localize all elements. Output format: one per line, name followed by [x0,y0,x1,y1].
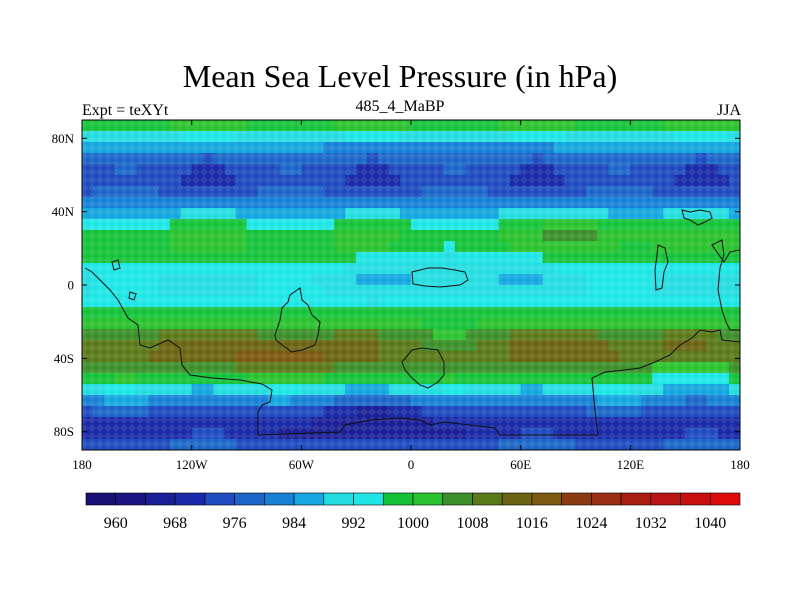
season-label: JJA [716,102,741,119]
colorbar-box [472,492,503,506]
colorbar-label: 960 [104,515,128,532]
x-tick-label: 120E [617,457,645,472]
coastline-equatorial-island [411,267,469,288]
x-axis: 180 120W 60W 0 60E 120E 180 [72,120,750,472]
colorbar-box [85,492,117,506]
colorbar: 960 968 976 984 992 1000 1008 1016 1024 1032 1040 [85,492,741,532]
coastline-east-landmass [654,209,740,331]
colorbar-box [174,492,206,506]
colorbar-box [115,492,146,506]
coastline-south-america [274,287,321,353]
y-tick-label: 80N [52,131,75,146]
colorbar-label: 1000 [397,515,429,532]
coastline-africa [401,347,445,389]
x-tick-label: 0 [408,457,415,472]
x-tick-label: 120W [176,457,209,472]
y-tick-label: 80S [54,424,74,439]
colorbar-box [561,492,592,506]
x-tick-label: 60W [289,457,315,472]
x-tick-label: 60E [510,457,531,472]
colorbar-label: 1008 [456,515,488,532]
colorbar-box [145,492,176,506]
colorbar-box [264,492,295,506]
colorbar-box [204,492,235,506]
colorbar-box [353,492,384,506]
colorbar-box [323,492,354,506]
colorbar-box [650,492,681,506]
colorbar-box [591,492,622,506]
colorbar-box [293,492,325,506]
plot-title: Mean Sea Level Pressure (in hPa) [182,58,618,94]
texture-overlay [82,120,740,450]
coastlines [84,209,740,436]
colorbar-label: 984 [282,515,306,532]
colorbar-label: 1032 [635,515,667,532]
y-tick-label: 40N [52,204,75,219]
x-tick-label: 180 [72,457,92,472]
colorbar-box [382,492,414,506]
coastline-west-small [111,259,137,301]
y-tick-label: 40S [54,351,74,366]
colorbar-box [531,492,562,506]
x-tick-label: 180 [730,457,750,472]
colorbar-box [709,492,741,506]
colorbar-label: 1040 [694,515,726,532]
colorbar-box [412,492,444,506]
coastline-south-polar [84,267,740,436]
colorbar-box [442,492,473,506]
colorbar-box [680,492,711,506]
colorbar-label: 1024 [575,515,607,532]
colorbar-box [501,492,533,506]
colorbar-label: 976 [223,515,247,532]
run-id-label: 485_4_MaBP [355,98,445,115]
y-axis: 80N 40N 0 40S 80S [52,131,740,439]
y-tick-label: 0 [68,278,75,293]
colorbar-label: 1016 [516,515,548,532]
colorbar-box [234,492,265,506]
colorbar-label: 992 [342,515,366,532]
colorbar-label: 968 [163,515,187,532]
colorbar-box [620,492,652,506]
experiment-label: Expt = teXYt [82,102,169,119]
